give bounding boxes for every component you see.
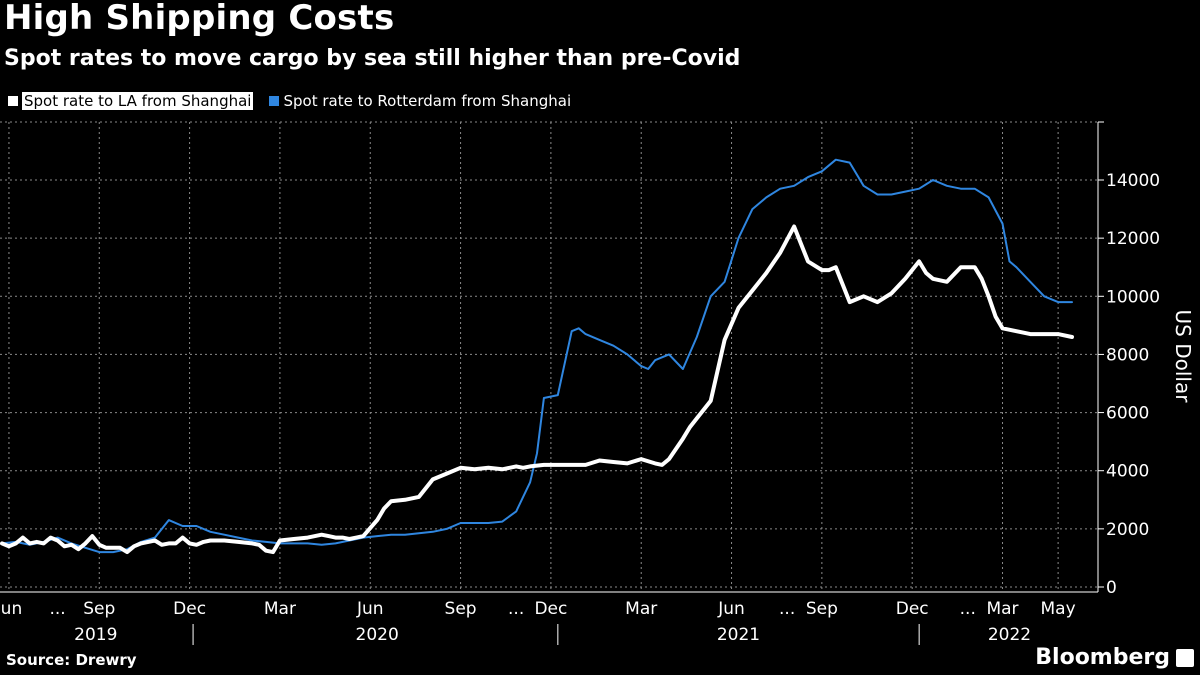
x-tick-label: Dec [896,599,929,619]
x-tick-label: May [1041,599,1076,619]
x-tick-label: Mar [625,599,657,619]
legend-swatch-la [8,96,18,106]
legend-swatch-rotterdam [269,96,280,106]
legend-label-rotterdam: Spot rate to Rotterdam from Shanghai [283,92,572,110]
x-tick-label: ... [508,599,524,619]
brand-logo: Bloomberg [1035,645,1194,670]
year-label: 2021 [717,625,760,645]
series-group [0,158,1074,555]
legend-item-la[interactable]: Spot rate to LA from Shanghai [8,92,254,110]
y-tick-label: 12000 [1106,229,1160,249]
x-tick-label: Jun [356,599,384,619]
source-note: Source: Drewry [6,651,137,669]
x-tick-label: Sep [806,599,838,619]
y-tick-label: 14000 [1106,171,1160,191]
year-label: 2022 [988,625,1031,645]
year-label: 2019 [74,625,117,645]
legend: Spot rate to LA from Shanghai Spot rate … [8,92,587,110]
legend-item-rotterdam[interactable]: Spot rate to Rotterdam from Shanghai [269,92,571,110]
brand-name: Bloomberg [1035,645,1170,670]
x-tick-label: ... [960,599,976,619]
x-tick-label: Jun [0,599,22,619]
legend-label-la: Spot rate to LA from Shanghai [22,92,254,110]
x-axis: Jun... Sep Dec Mar Jun Sep... Dec Mar Jun... Sep D… [0,591,1098,645]
bloomberg-chart-icon [1176,648,1194,667]
x-tick-label: Mar [986,599,1018,619]
chart-subtitle: Spot rates to move cargo by sea still hi… [4,46,741,71]
chart-title: High Shipping Costs [4,0,395,38]
y-tick-label: 2000 [1106,520,1149,540]
x-tick-label: Jun [717,599,745,619]
y-tick-label: 8000 [1106,345,1149,365]
x-tick-label: Mar [264,599,296,619]
series-line-la [0,224,1074,555]
y-tick-label: 4000 [1106,462,1149,482]
x-tick-label: ... [49,599,65,619]
series-line-rotterdam [1,158,1073,554]
year-label: 2020 [356,625,399,645]
x-tick-label: Sep [83,599,115,619]
y-tick-label: 10000 [1106,287,1160,307]
x-tick-label: Dec [173,599,206,619]
x-tick-label: ... [779,599,795,619]
y-tick-label: 6000 [1106,404,1149,424]
y-axis-label: US Dollar [1171,310,1195,404]
grid [0,121,1098,592]
x-tick-label: Sep [445,599,477,619]
x-tick-label: Dec [534,599,567,619]
y-tick-label: 0 [1106,578,1117,598]
y-axis: 0 2000 4000 6000 8000 10000 12000 14000 US Dolla… [1097,121,1195,598]
